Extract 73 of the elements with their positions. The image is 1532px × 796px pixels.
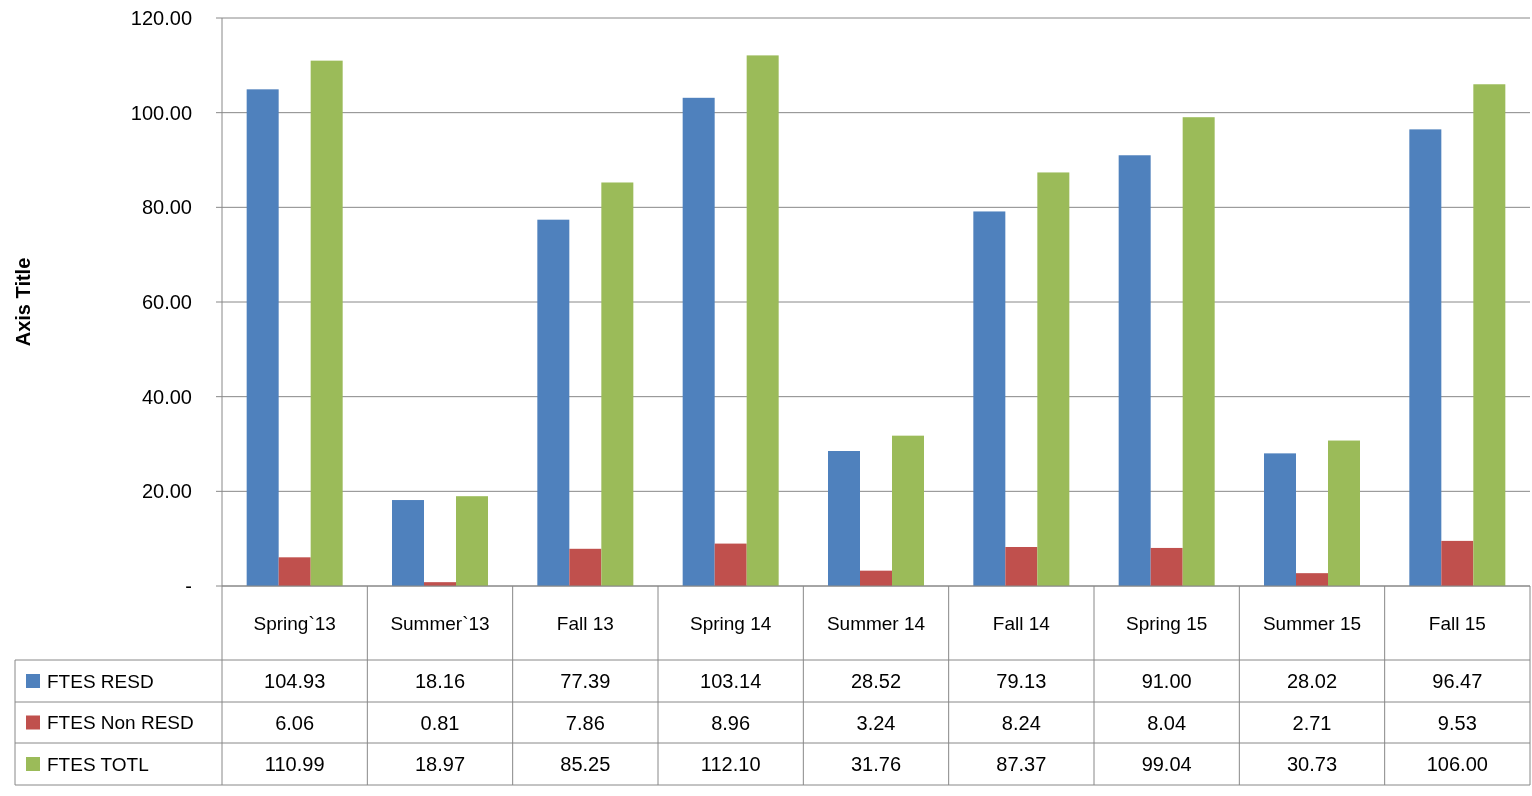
bar <box>828 451 860 586</box>
data-label: 18.16 <box>414 670 466 692</box>
x-tick-label: Fall 15 <box>1428 612 1486 634</box>
data-label: 104.93 <box>264 670 326 692</box>
bar <box>892 435 924 586</box>
data-label: 7.86 <box>565 711 605 734</box>
data-label: 85.25 <box>560 753 611 775</box>
x-tick-label: Summer`13 <box>390 612 490 634</box>
bar <box>537 219 570 586</box>
data-label: 3.24 <box>856 711 896 734</box>
data-label: 28.02 <box>1286 670 1338 692</box>
data-label: 96.47 <box>1432 670 1483 692</box>
data-label: 79.13 <box>996 670 1047 692</box>
y-tick-label: 100.00 <box>130 101 192 124</box>
data-label: 8.04 <box>1147 711 1187 734</box>
bar <box>246 89 279 586</box>
data-label: 0.81 <box>420 711 460 734</box>
data-label: 106.00 <box>1426 753 1488 775</box>
bar <box>456 496 488 586</box>
y-tick-label: 20.00 <box>141 480 192 503</box>
bar <box>714 543 747 586</box>
bar <box>682 97 715 586</box>
legend-label: FTES Non RESD <box>47 712 194 734</box>
y-axis-title: Axis Title <box>12 257 34 347</box>
data-label: 6.06 <box>275 711 315 734</box>
bar <box>1473 84 1506 586</box>
x-tick-label: Spring`13 <box>253 612 336 634</box>
bar <box>746 55 779 586</box>
bar <box>601 182 634 586</box>
bar <box>973 211 1006 586</box>
x-tick-label: Spring 14 <box>689 612 772 634</box>
y-tick-label: 80.00 <box>141 196 192 219</box>
legend-label: FTES RESD <box>47 670 154 692</box>
bar <box>1296 573 1328 586</box>
data-label: 91.00 <box>1141 670 1192 692</box>
bar <box>860 570 892 586</box>
y-tick-label: 120.00 <box>130 7 192 29</box>
x-tick-label: Fall 14 <box>992 612 1051 634</box>
bar <box>278 557 311 586</box>
data-label: 110.99 <box>264 753 325 775</box>
data-label: 87.37 <box>996 753 1047 775</box>
data-label: 8.24 <box>1001 711 1041 734</box>
bar <box>1264 453 1296 586</box>
data-label: 31.76 <box>850 753 902 775</box>
bar <box>1150 547 1183 586</box>
data-label: 18.97 <box>414 753 466 775</box>
bar <box>1118 155 1151 586</box>
legend-label: FTES TOTL <box>47 753 149 775</box>
y-tick-label: 40.00 <box>141 385 192 408</box>
x-tick-label: Fall 13 <box>556 612 614 634</box>
data-label: 103.14 <box>700 670 762 692</box>
bar <box>569 548 602 586</box>
bar <box>1328 440 1360 586</box>
x-tick-label: Summer 15 <box>1262 612 1362 634</box>
bar <box>1409 129 1442 586</box>
data-label: 8.96 <box>711 711 751 734</box>
data-label: 77.39 <box>560 670 611 692</box>
data-label: 112.10 <box>700 753 761 775</box>
x-tick-label: Summer 14 <box>826 612 926 634</box>
bar <box>1182 117 1215 586</box>
bar <box>1037 172 1070 586</box>
data-label: 2.71 <box>1292 711 1332 734</box>
data-label: 30.73 <box>1286 753 1338 775</box>
bar <box>310 60 343 586</box>
y-tick-label: 60.00 <box>141 291 192 313</box>
y-tick-label: - <box>185 575 192 597</box>
x-tick-label: Spring 15 <box>1125 612 1208 634</box>
data-label: 99.04 <box>1141 753 1192 775</box>
data-label: 9.53 <box>1437 711 1477 734</box>
data-label: 28.52 <box>850 670 902 692</box>
bar <box>392 500 424 586</box>
bar <box>1005 547 1038 586</box>
bar <box>1441 540 1474 586</box>
